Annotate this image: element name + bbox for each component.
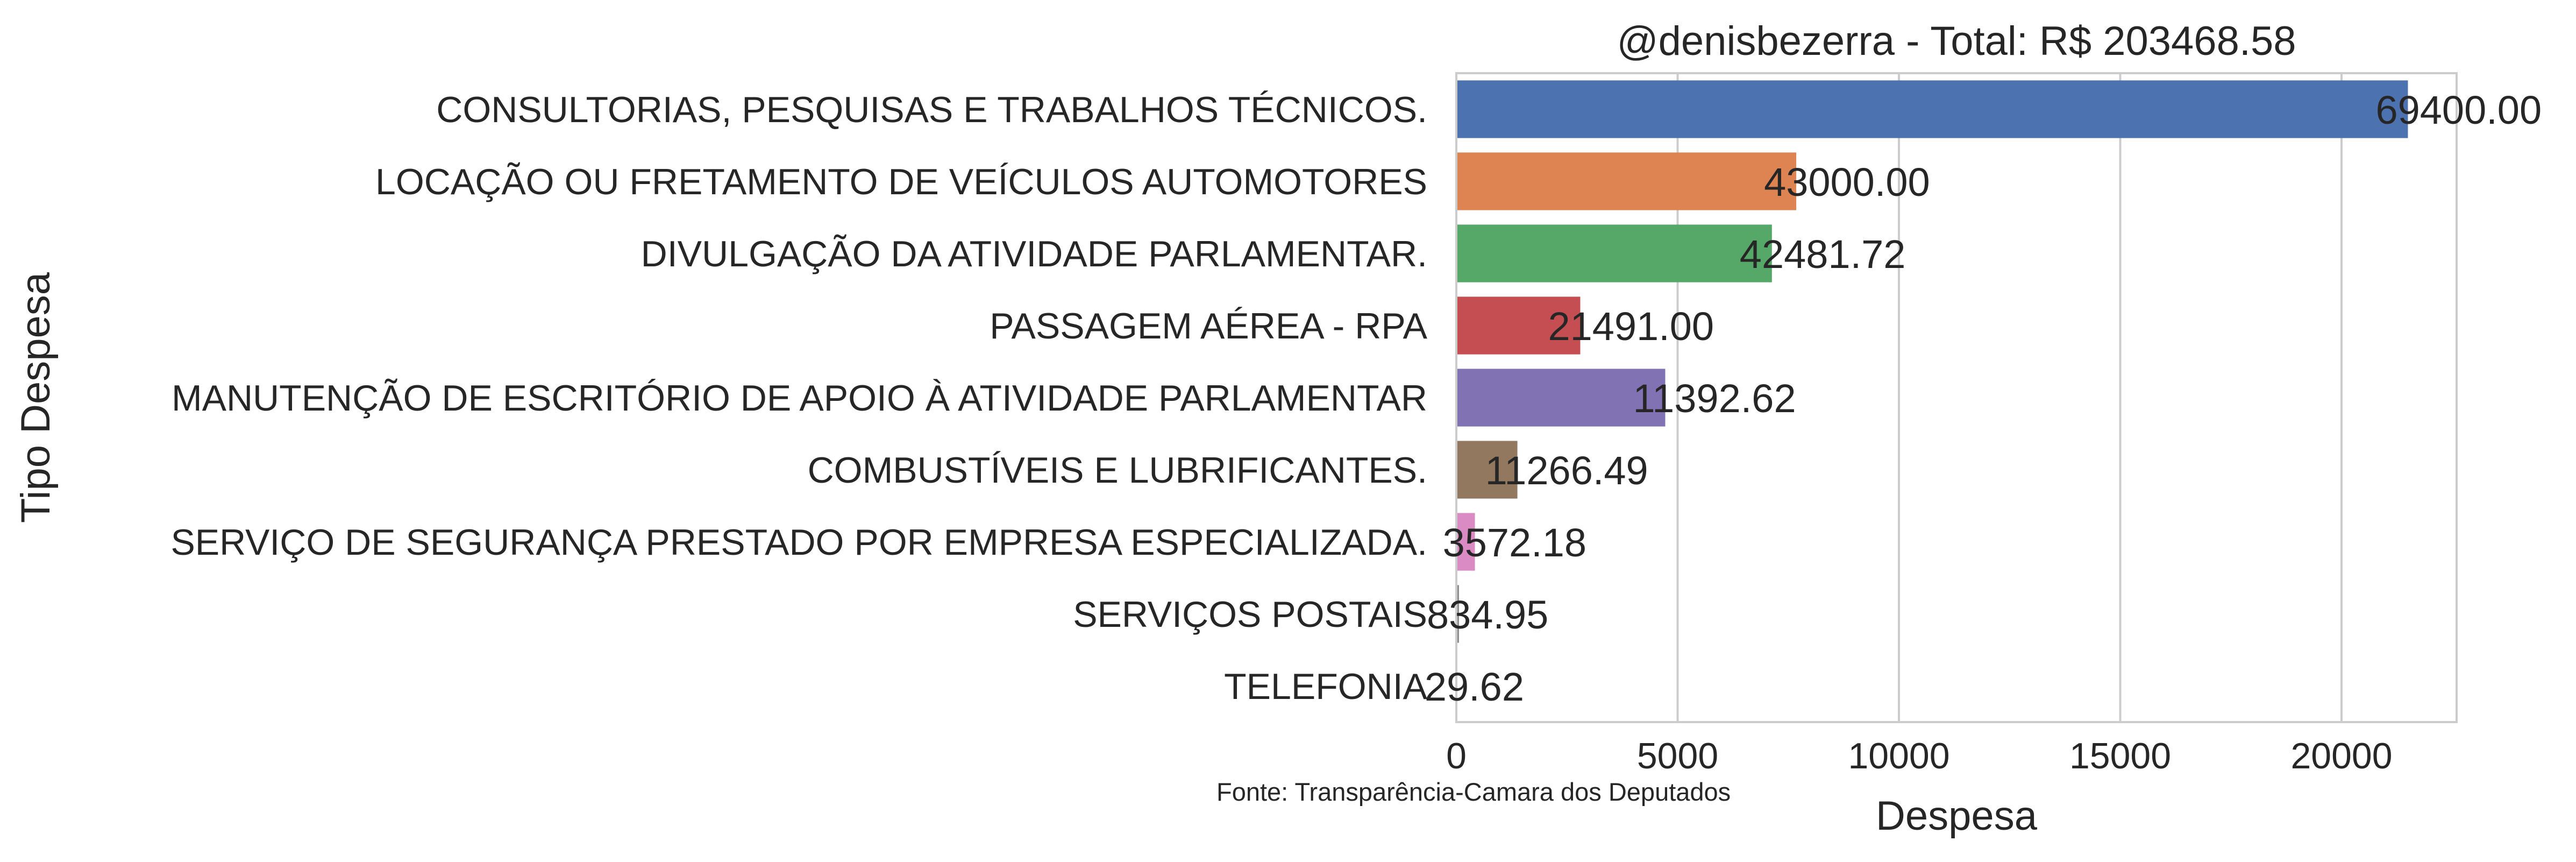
category-label: TELEFONIA	[1224, 666, 1427, 707]
bar	[1456, 224, 1772, 282]
category-label: SERVIÇOS POSTAIS	[1073, 594, 1427, 635]
category-label: PASSAGEM AÉREA - RPA	[990, 306, 1427, 347]
data-label: 834.95	[1427, 592, 1548, 637]
bar	[1456, 585, 1459, 643]
data-label: 21491.00	[1548, 304, 1714, 349]
category-label: MANUTENÇÃO DE ESCRITÓRIO DE APOIO À ATIV…	[172, 378, 1427, 419]
plot-frame	[1455, 72, 2458, 723]
data-label: 69400.00	[2375, 88, 2542, 132]
bar	[1456, 441, 1518, 499]
chart-title: @denisbezerra - Total: R$ 203468.58	[1617, 18, 2296, 64]
x-tick-label: 5000	[1637, 736, 1718, 776]
y-axis-title: Tipo Despesa	[13, 272, 59, 523]
x-tick-label: 20000	[2290, 736, 2392, 776]
bar	[1456, 80, 2408, 138]
category-label: CONSULTORIAS, PESQUISAS E TRABALHOS TÉCN…	[436, 89, 1427, 130]
x-tick-labels: 0 5000 10000 15000 20000	[1446, 736, 2392, 776]
category-label: SERVIÇO DE SEGURANÇA PRESTADO POR EMPRES…	[170, 522, 1427, 563]
x-tick-label: 15000	[2069, 736, 2171, 776]
x-tick-label: 10000	[1848, 736, 1949, 776]
bar	[1456, 152, 1797, 210]
bar	[1456, 513, 1475, 571]
x-tick-label: 0	[1446, 736, 1467, 776]
x-axis-title: Despesa	[1876, 793, 2038, 839]
data-label: 43000.00	[1764, 160, 1930, 204]
data-label: 11392.62	[1633, 376, 1796, 421]
bar	[1456, 369, 1666, 427]
data-label: 11266.49	[1485, 448, 1648, 493]
category-label: COMBUSTÍVEIS E LUBRIFICANTES.	[808, 450, 1427, 491]
bars	[1456, 80, 2408, 715]
data-labels: 69400.00 43000.00 42481.72 21491.00 11392.62…	[1425, 88, 2542, 709]
data-label: 29.62	[1425, 665, 1524, 709]
category-label: DIVULGAÇÃO DA ATIVIDADE PARLAMENTAR.	[641, 234, 1427, 274]
data-label: 3572.18	[1443, 520, 1587, 565]
source-note: Fonte: Transparência-Camara dos Deputado…	[1216, 778, 1731, 806]
data-label: 42481.72	[1740, 232, 1906, 277]
category-labels: CONSULTORIAS, PESQUISAS E TRABALHOS TÉCN…	[170, 89, 1427, 707]
category-label: LOCAÇÃO OU FRETAMENTO DE VEÍCULOS AUTOMO…	[375, 161, 1427, 202]
bar	[1456, 296, 1581, 355]
